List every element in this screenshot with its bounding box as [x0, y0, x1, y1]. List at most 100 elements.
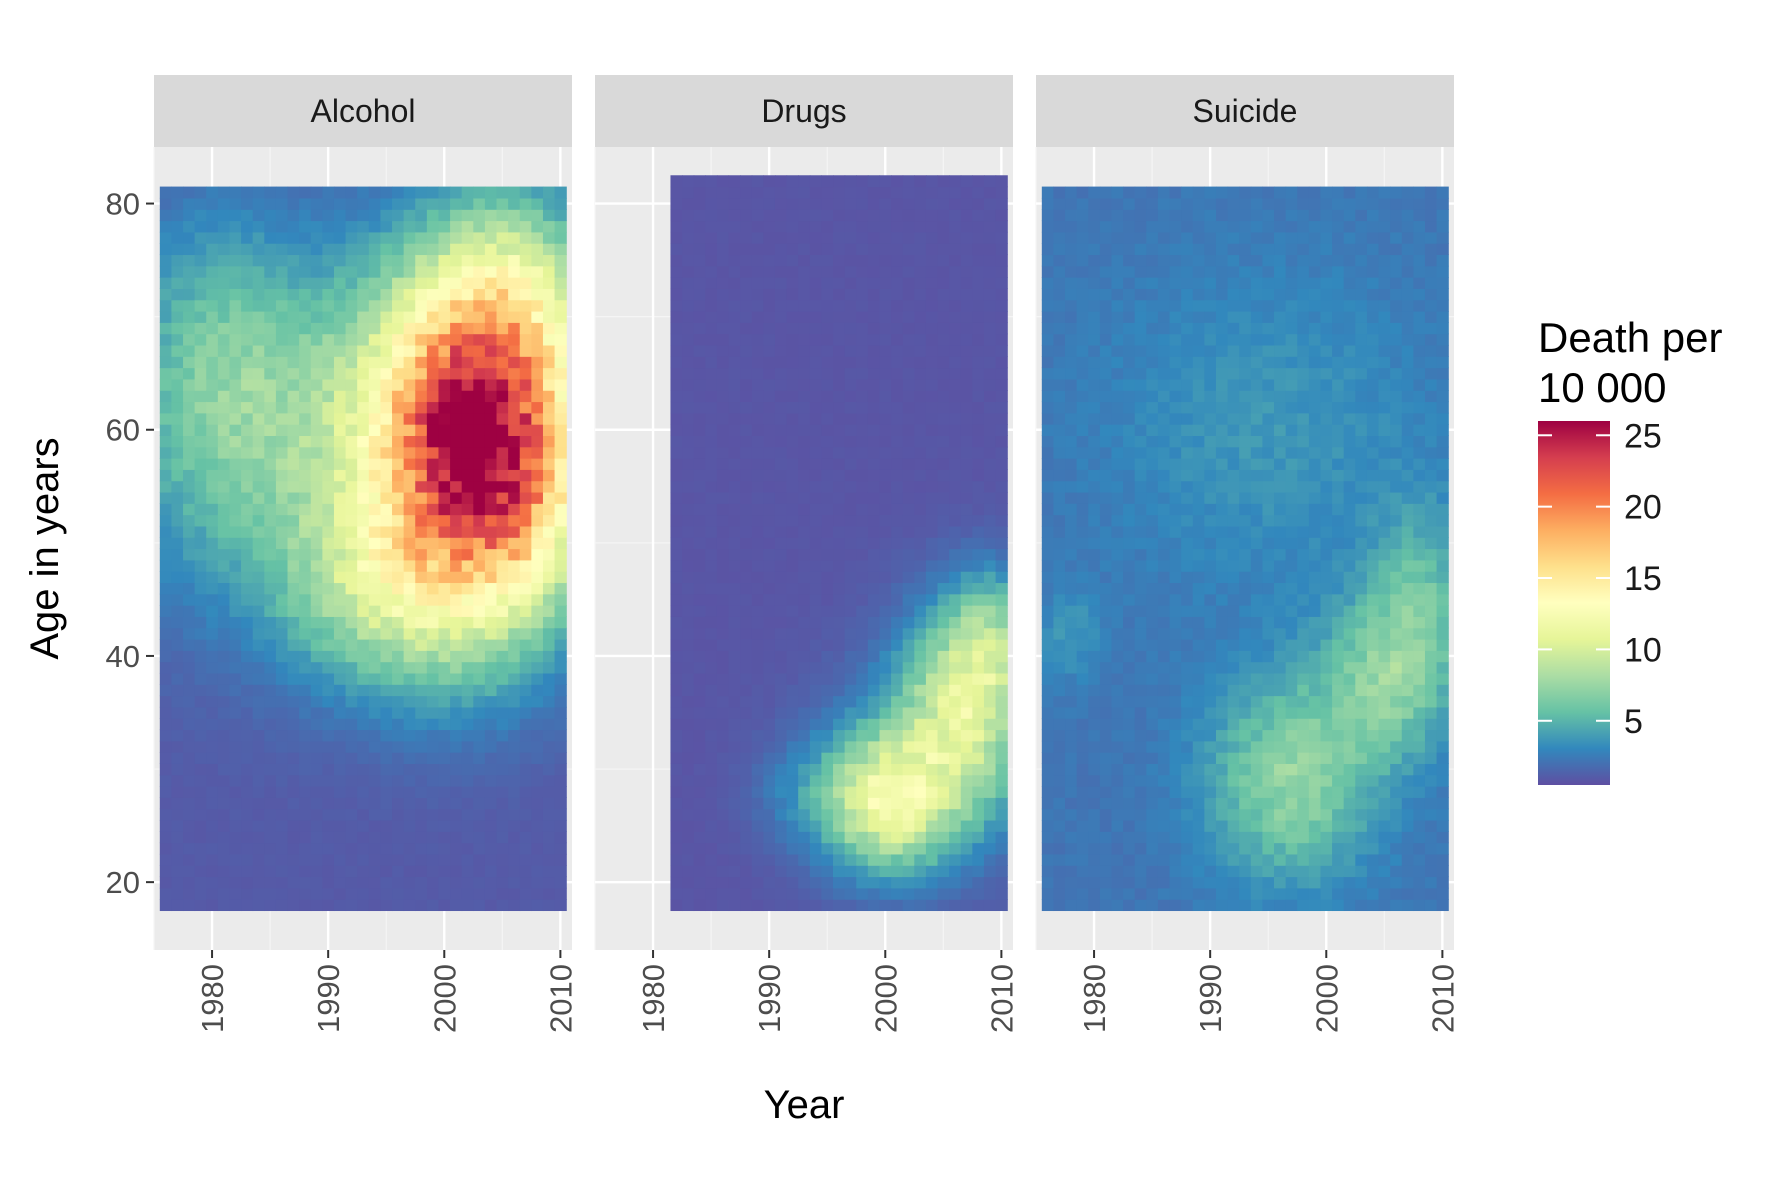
heatmap-cell	[729, 571, 741, 583]
heatmap-cell	[705, 673, 717, 685]
heatmap-cell	[670, 650, 682, 662]
heatmap-cell	[810, 345, 822, 357]
heatmap-cell	[798, 571, 810, 583]
heatmap-cell	[229, 888, 241, 900]
heatmap-cell	[787, 684, 799, 696]
heatmap-cell	[195, 209, 207, 221]
heatmap-cell	[670, 390, 682, 402]
heatmap-cell	[694, 628, 706, 640]
heatmap-cell	[914, 424, 926, 436]
heatmap-cell	[334, 843, 346, 855]
heatmap-cell	[171, 809, 183, 821]
heatmap-cell	[879, 696, 891, 708]
heatmap-cell	[903, 345, 915, 357]
heatmap-cell	[497, 469, 509, 481]
heatmap-cell	[404, 198, 416, 210]
heatmap-cell	[346, 673, 358, 685]
heatmap-cell	[763, 763, 775, 775]
heatmap-cell	[787, 458, 799, 470]
heatmap-cell	[415, 469, 427, 481]
heatmap-cell	[926, 673, 938, 685]
heatmap-cell	[473, 549, 485, 561]
heatmap-cell	[1111, 424, 1123, 436]
heatmap-cell	[903, 356, 915, 368]
heatmap-cell	[369, 503, 381, 515]
heatmap-cell	[845, 300, 857, 312]
heatmap-cell	[427, 221, 439, 233]
heatmap-cell	[276, 288, 288, 300]
heatmap-cell	[763, 718, 775, 730]
heatmap-cell	[798, 639, 810, 651]
heatmap-cell	[752, 413, 764, 425]
heatmap-cell	[682, 515, 694, 527]
heatmap-cell	[961, 277, 973, 289]
heatmap-cell	[497, 492, 509, 504]
heatmap-cell	[949, 413, 961, 425]
heatmap-cell	[195, 311, 207, 323]
heatmap-cell	[833, 232, 845, 244]
heatmap-cell	[253, 526, 265, 538]
heatmap-cell	[450, 662, 462, 674]
heatmap-cell	[705, 221, 717, 233]
heatmap-cell	[1135, 662, 1147, 674]
heatmap-cell	[357, 198, 369, 210]
heatmap-cell	[938, 198, 950, 210]
heatmap-cell	[1135, 797, 1147, 809]
heatmap-cell	[427, 322, 439, 334]
heatmap-cell	[404, 673, 416, 685]
heatmap-cell	[810, 865, 822, 877]
heatmap-cell	[404, 537, 416, 549]
heatmap-cell	[299, 549, 311, 561]
heatmap-cell	[276, 876, 288, 888]
heatmap-cell	[450, 187, 462, 199]
heatmap-cell	[334, 571, 346, 583]
heatmap-cell	[555, 424, 567, 436]
heatmap-cell	[462, 526, 474, 538]
heatmap-cell	[415, 582, 427, 594]
heatmap-cell	[229, 786, 241, 798]
heatmap-cell	[798, 865, 810, 877]
heatmap-cell	[206, 469, 218, 481]
heatmap-cell	[868, 741, 880, 753]
heatmap-cell	[497, 831, 509, 843]
heatmap-cell	[369, 707, 381, 719]
heatmap-cell	[891, 707, 903, 719]
heatmap-cell	[369, 605, 381, 617]
heatmap-cell	[427, 854, 439, 866]
heatmap-cell	[961, 888, 973, 900]
heatmap-cell	[427, 458, 439, 470]
heatmap-cell	[346, 662, 358, 674]
heatmap-cell	[276, 786, 288, 798]
heatmap-cell	[845, 809, 857, 821]
heatmap-cell	[1111, 537, 1123, 549]
heatmap-cell	[787, 209, 799, 221]
heatmap-cell	[404, 775, 416, 787]
heatmap-cell	[462, 277, 474, 289]
heatmap-cell	[253, 888, 265, 900]
heatmap-cell	[334, 334, 346, 346]
heatmap-cell	[1146, 390, 1158, 402]
heatmap-cell	[1088, 322, 1100, 334]
heatmap-cell	[508, 831, 520, 843]
heatmap-cell	[485, 469, 497, 481]
heatmap-cell	[520, 322, 532, 334]
heatmap-cell	[949, 390, 961, 402]
heatmap-cell	[868, 390, 880, 402]
heatmap-cell	[1158, 526, 1170, 538]
heatmap-cell	[1100, 221, 1112, 233]
heatmap-cell	[415, 718, 427, 730]
heatmap-cell	[183, 503, 195, 515]
heatmap-cell	[508, 379, 520, 391]
heatmap-cell	[775, 515, 787, 527]
heatmap-cell	[879, 492, 891, 504]
heatmap-cell	[404, 639, 416, 651]
heatmap-cell	[334, 322, 346, 334]
heatmap-cell	[682, 899, 694, 911]
heatmap-cell	[160, 334, 172, 346]
heatmap-cell	[485, 854, 497, 866]
heatmap-cell	[531, 526, 543, 538]
heatmap-cell	[798, 401, 810, 413]
heatmap-cell	[380, 469, 392, 481]
heatmap-cell	[1170, 605, 1182, 617]
heatmap-cell	[322, 379, 334, 391]
